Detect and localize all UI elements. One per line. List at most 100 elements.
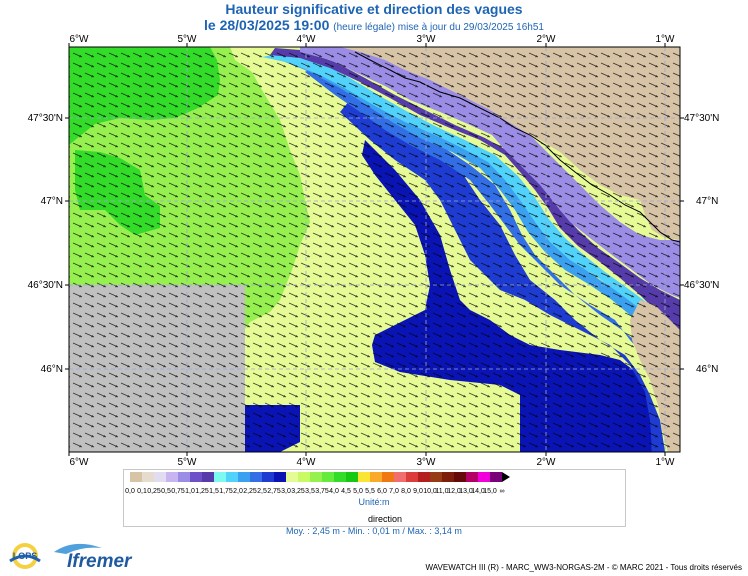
scale-swatch — [418, 472, 430, 482]
scale-swatch — [130, 472, 142, 482]
scale-overflow-arrow — [502, 472, 510, 482]
scale-label: 0,25 — [147, 488, 161, 495]
scale-swatch — [334, 472, 346, 482]
map-frame — [68, 46, 681, 453]
scale-label: 8,0 — [401, 488, 411, 495]
lops-logo: LOPS — [9, 543, 41, 569]
scale-label: 9,0 — [413, 488, 423, 495]
scale-swatch — [178, 472, 190, 482]
wave-direction-arrows — [69, 47, 680, 452]
scale-label: 11,0 — [435, 488, 448, 495]
lat-label-left: 47°N — [41, 196, 63, 207]
scale-label: 1,5 — [209, 488, 219, 495]
lon-label-bottom: 2°W — [537, 457, 557, 468]
lon-label-bottom: 5°W — [178, 457, 198, 468]
scale-swatch — [478, 472, 490, 482]
lat-label-right: 46°30'N — [684, 280, 719, 291]
lon-label-top: 3°W — [417, 34, 437, 45]
scale-label: 3,75 — [315, 488, 329, 495]
scale-swatch — [286, 472, 298, 482]
scale-swatch — [310, 472, 322, 482]
scale-label: 2,5 — [257, 488, 267, 495]
scale-swatch — [262, 472, 274, 482]
scale-swatch — [346, 472, 358, 482]
forecast-date: le 28/03/2025 19:00 — [204, 17, 330, 33]
scale-label: 15,0 — [483, 488, 497, 495]
lon-label-top: 5°W — [178, 34, 198, 45]
lon-label-top: 1°W — [656, 34, 676, 45]
scale-swatch — [190, 472, 202, 482]
lat-label-right: 47°N — [696, 196, 718, 207]
map-subtitle: le 28/03/2025 19:00 (heure légale) mise … — [0, 17, 748, 33]
scale-swatch — [154, 472, 166, 482]
ifremer-logo: Ifremer — [67, 551, 132, 572]
lon-label-bottom: 1°W — [656, 457, 676, 468]
scale-swatch — [382, 472, 394, 482]
scale-label: 7,0 — [389, 488, 399, 495]
copyright-footer: WAVEWATCH III (R) - MARC_WW3-NORGAS-2M -… — [425, 563, 742, 572]
scale-label: 4,0 — [329, 488, 339, 495]
direction-label: direction — [367, 514, 403, 524]
lat-label-left: 47°30'N — [28, 113, 63, 124]
scale-swatch — [406, 472, 418, 482]
scale-swatch — [466, 472, 478, 482]
scale-label: ∞ — [500, 488, 505, 495]
scale-label: 12,0 — [447, 488, 461, 495]
unit-label: Unité:m — [358, 497, 390, 507]
scale-label: 3,5 — [305, 488, 315, 495]
scale-swatch — [274, 472, 286, 482]
lon-label-top: 6°W — [70, 34, 90, 45]
scale-label: 6,0 — [377, 488, 387, 495]
lon-label-bottom: 3°W — [417, 457, 437, 468]
scale-swatch — [250, 472, 262, 482]
scale-swatch — [370, 472, 382, 482]
lat-label-right: 46°N — [696, 364, 718, 375]
scale-label: 1,75 — [219, 488, 233, 495]
scale-swatch — [202, 472, 214, 482]
lon-label-bottom: 6°W — [70, 457, 90, 468]
lat-label-right: 47°30'N — [684, 113, 719, 124]
scale-swatch — [358, 472, 370, 482]
scale-label: 4,5 — [341, 488, 351, 495]
lat-label-left: 46°30'N — [28, 280, 63, 291]
lon-label-top: 4°W — [297, 34, 317, 45]
map-title: Hauteur significative et direction des v… — [225, 1, 523, 17]
scale-label: 10,0 — [423, 488, 437, 495]
scale-swatch — [394, 472, 406, 482]
scale-label: 0,5 — [161, 488, 171, 495]
scale-label: 2,75 — [267, 488, 281, 495]
scale-swatch — [322, 472, 334, 482]
graticule — [69, 47, 680, 452]
scale-swatch — [214, 472, 226, 482]
stats-text: Moy. : 2,45 m - Min. : 0,01 m / Max. : 3… — [286, 526, 462, 536]
scale-label: 3,0 — [281, 488, 291, 495]
svg-text:LOPS: LOPS — [13, 551, 38, 561]
scale-swatch — [490, 472, 502, 482]
scale-label: 5,0 — [353, 488, 363, 495]
scale-swatch — [166, 472, 178, 482]
scale-swatch — [430, 472, 442, 482]
lon-label-bottom: 4°W — [297, 457, 317, 468]
scale-swatch — [238, 472, 250, 482]
scale-label: 1,25 — [195, 488, 209, 495]
scale-label: 2,25 — [243, 488, 257, 495]
update-info: (heure légale) mise à jour du 29/03/2025… — [333, 22, 544, 33]
scale-swatch — [298, 472, 310, 482]
lon-label-top: 2°W — [537, 34, 557, 45]
scale-label: 5,5 — [365, 488, 375, 495]
lat-label-left: 46°N — [41, 364, 63, 375]
scale-swatch — [454, 472, 466, 482]
scale-label: 0,0 — [125, 488, 135, 495]
scale-label: 1,0 — [185, 488, 195, 495]
scale-label: 3,25 — [291, 488, 305, 495]
scale-label: 13,0 — [459, 488, 473, 495]
scale-label: 14,0 — [471, 488, 485, 495]
ifremer-wave-logo — [54, 543, 102, 554]
scale-swatch — [142, 472, 154, 482]
scale-label: 0,75 — [171, 488, 185, 495]
scale-swatch — [226, 472, 238, 482]
scale-swatch — [442, 472, 454, 482]
scale-label: 2,0 — [233, 488, 243, 495]
